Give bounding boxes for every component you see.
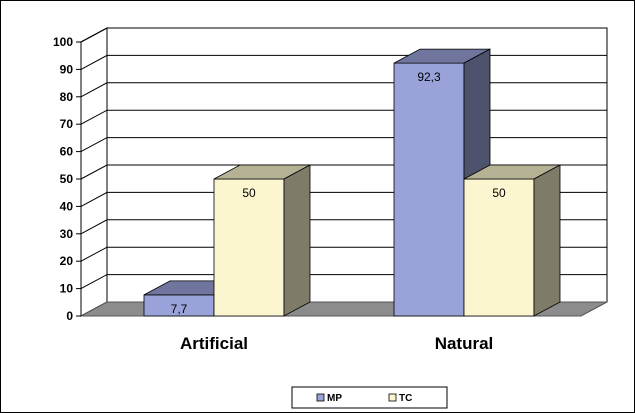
bar-side-tc-natural (533, 164, 561, 317)
y-tick-label: 100 (53, 35, 73, 49)
bar-mp-natural (393, 62, 465, 317)
y-axis: 0 10 20 30 40 50 60 70 80 90 100 (53, 35, 82, 323)
bar-tc-artificial (213, 178, 285, 317)
legend-label-mp: MP (327, 393, 342, 404)
y-tick-label: 0 (66, 309, 73, 323)
data-label-tc-artificial: 50 (242, 186, 256, 200)
legend-label-tc: TC (399, 393, 412, 404)
bars: 7,7 50 92,3 50 (143, 48, 561, 317)
y-tick-label: 20 (60, 254, 74, 268)
y-tick-label: 30 (60, 227, 74, 241)
legend-box (291, 386, 448, 409)
category-label-natural: Natural (435, 334, 494, 353)
y-tick-label: 70 (60, 117, 74, 131)
y-tick-label: 80 (60, 90, 74, 104)
legend-swatch-mp (316, 393, 325, 402)
data-label-mp-artificial: 7,7 (171, 302, 188, 316)
legend: MP TC (291, 386, 448, 409)
category-label-artificial: Artificial (180, 334, 248, 353)
bar-tc-natural (463, 178, 535, 317)
y-tick-label: 90 (60, 62, 74, 76)
y-tick-label: 10 (60, 282, 74, 296)
y-tick-label: 60 (60, 145, 74, 159)
data-label-mp-natural: 92,3 (417, 70, 441, 84)
bar-side-tc-artificial (283, 164, 311, 317)
y-tick-label: 40 (60, 199, 74, 213)
x-axis: Artificial Natural (180, 334, 493, 353)
gridline (80, 27, 607, 43)
data-label-tc-natural: 50 (492, 186, 506, 200)
y-tick-label: 50 (60, 172, 74, 186)
legend-swatch-tc (388, 393, 397, 402)
